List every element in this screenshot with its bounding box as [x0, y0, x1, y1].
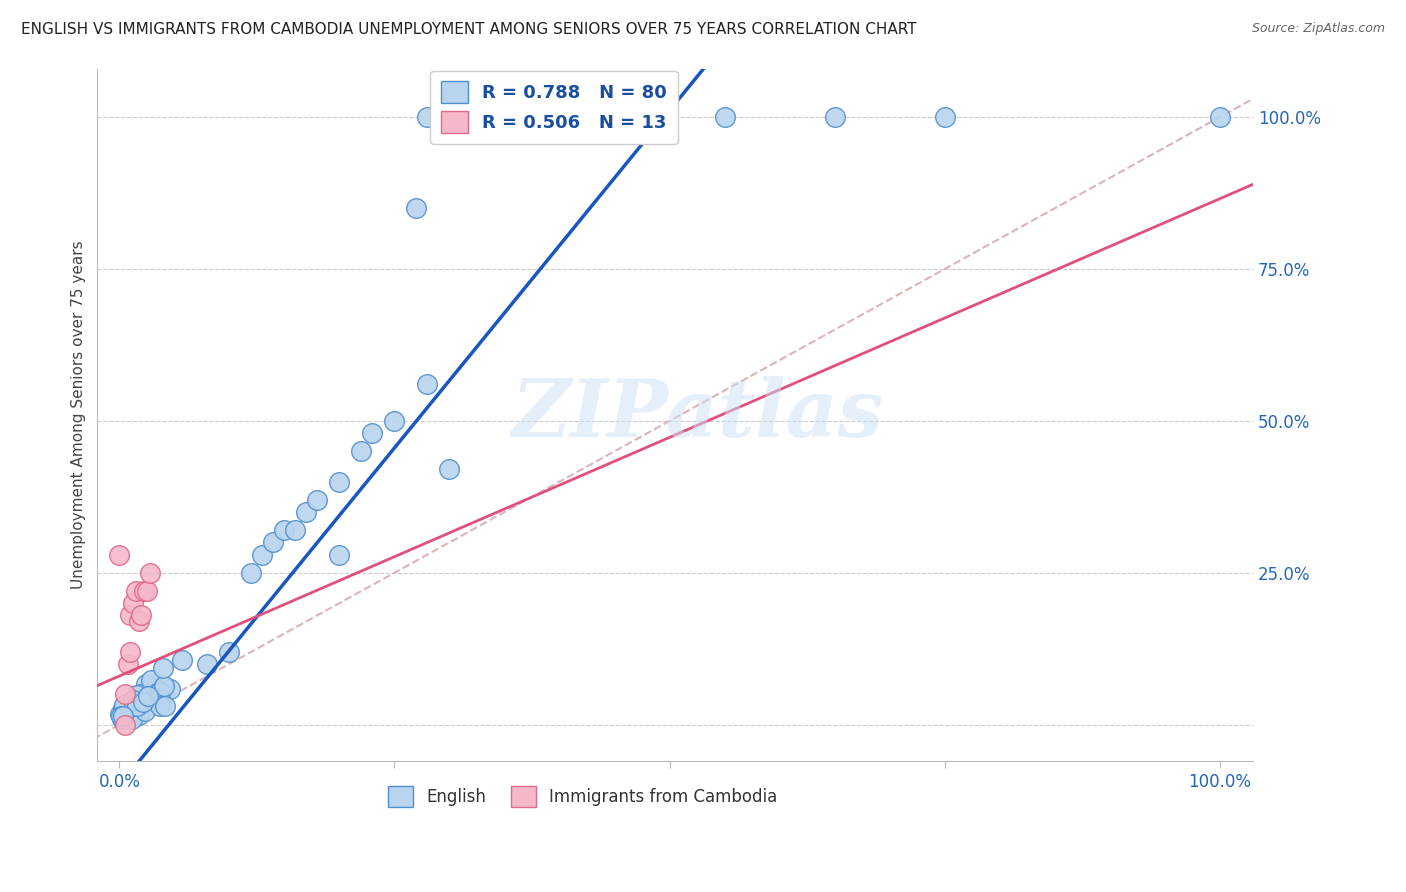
Point — [170, 653, 193, 667]
Point — [129, 698, 152, 713]
Point — [262, 535, 284, 549]
Point — [135, 677, 157, 691]
Point — [136, 690, 159, 704]
Point — [139, 673, 162, 688]
Point — [149, 698, 172, 713]
Point — [120, 645, 142, 659]
Point — [112, 701, 135, 715]
Point — [824, 110, 846, 124]
Point — [131, 608, 153, 623]
Point — [112, 698, 135, 713]
Point — [252, 548, 274, 562]
Point — [132, 695, 155, 709]
Point — [405, 201, 427, 215]
Text: ENGLISH VS IMMIGRANTS FROM CAMBODIA UNEMPLOYMENT AMONG SENIORS OVER 75 YEARS COR: ENGLISH VS IMMIGRANTS FROM CAMBODIA UNEM… — [21, 22, 917, 37]
Point — [111, 712, 134, 726]
Point — [128, 615, 150, 629]
Point — [1209, 110, 1232, 124]
Point — [125, 699, 148, 714]
Point — [122, 698, 145, 712]
Point — [127, 697, 149, 711]
Text: ZIPatlas: ZIPatlas — [512, 376, 884, 453]
Point — [117, 657, 139, 671]
Point — [350, 444, 373, 458]
Point — [139, 680, 162, 694]
Point — [152, 661, 174, 675]
Point — [125, 688, 148, 702]
Point — [159, 682, 181, 697]
Point — [138, 689, 160, 703]
Point — [295, 505, 318, 519]
Point — [136, 688, 159, 702]
Point — [361, 425, 384, 440]
Legend: English, Immigrants from Cambodia: English, Immigrants from Cambodia — [380, 778, 786, 815]
Point — [713, 110, 735, 124]
Point — [108, 706, 131, 721]
Point — [121, 596, 143, 610]
Point — [129, 688, 152, 702]
Point — [108, 548, 131, 562]
Point — [141, 690, 163, 705]
Point — [439, 462, 461, 476]
Point — [127, 695, 149, 709]
Point — [328, 475, 350, 489]
Point — [571, 110, 593, 124]
Point — [273, 523, 295, 537]
Point — [135, 684, 157, 698]
Point — [120, 608, 142, 623]
Point — [112, 709, 135, 723]
Point — [128, 707, 150, 722]
Point — [110, 709, 132, 723]
Y-axis label: Unemployment Among Seniors over 75 years: Unemployment Among Seniors over 75 years — [72, 241, 86, 589]
Point — [197, 657, 219, 671]
Point — [122, 693, 145, 707]
Point — [114, 687, 136, 701]
Point — [132, 584, 155, 599]
Point — [132, 695, 155, 709]
Point — [416, 377, 439, 392]
Point — [307, 492, 329, 507]
Point — [135, 584, 157, 599]
Point — [155, 698, 177, 713]
Point — [134, 695, 156, 709]
Point — [384, 414, 406, 428]
Point — [240, 566, 263, 580]
Point — [149, 684, 172, 698]
Point — [114, 717, 136, 731]
Point — [149, 692, 172, 706]
Point — [284, 523, 307, 537]
Point — [146, 686, 169, 700]
Point — [134, 704, 156, 718]
Point — [139, 566, 162, 580]
Point — [127, 695, 149, 709]
Text: Source: ZipAtlas.com: Source: ZipAtlas.com — [1251, 22, 1385, 36]
Point — [141, 691, 163, 706]
Point — [138, 685, 160, 699]
Point — [328, 548, 350, 562]
Point — [125, 584, 148, 599]
Point — [934, 110, 956, 124]
Point — [416, 110, 439, 124]
Point — [218, 645, 240, 659]
Point — [122, 704, 145, 718]
Point — [111, 706, 134, 720]
Point — [134, 687, 156, 701]
Point — [124, 699, 146, 714]
Point — [153, 679, 176, 693]
Point — [121, 712, 143, 726]
Point — [125, 698, 148, 713]
